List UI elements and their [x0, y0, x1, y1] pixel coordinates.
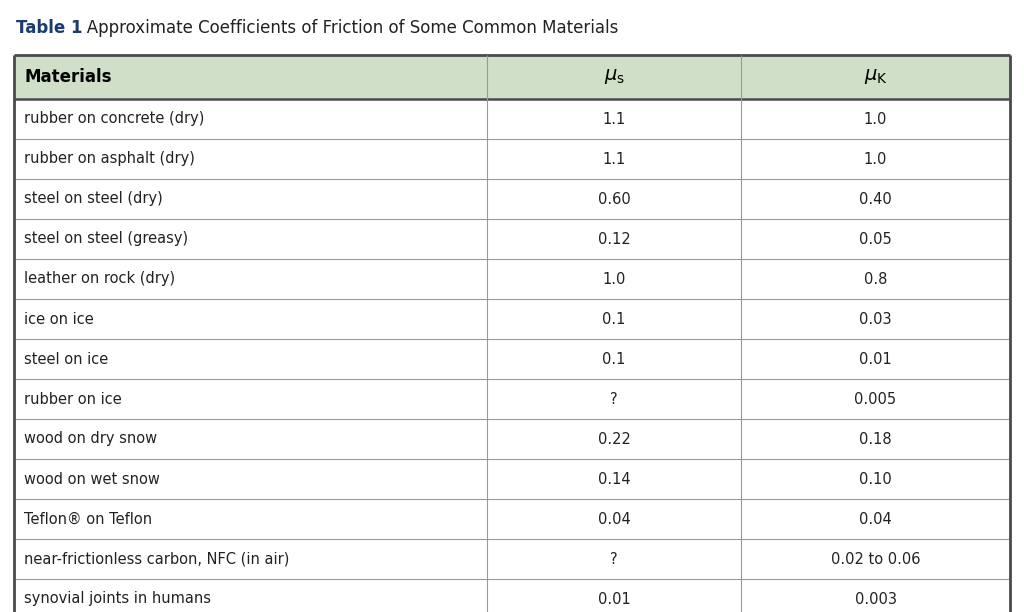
- Bar: [14, 579, 1010, 612]
- Text: synovial joints in humans: synovial joints in humans: [24, 592, 211, 606]
- Text: Teflon® on Teflon: Teflon® on Teflon: [24, 512, 153, 526]
- Bar: [14, 419, 1010, 459]
- Text: 0.40: 0.40: [859, 192, 892, 206]
- Bar: [14, 459, 1010, 499]
- Text: 1.1: 1.1: [602, 111, 626, 127]
- Text: Materials: Materials: [24, 68, 112, 86]
- Text: rubber on ice: rubber on ice: [24, 392, 122, 406]
- Text: 1.0: 1.0: [602, 272, 626, 286]
- Bar: [14, 259, 1010, 299]
- Text: 0.22: 0.22: [598, 431, 631, 447]
- Text: Approximate Coefficients of Friction of Some Common Materials: Approximate Coefficients of Friction of …: [71, 19, 618, 37]
- Bar: [14, 499, 1010, 539]
- Text: 0.60: 0.60: [598, 192, 631, 206]
- Text: 0.10: 0.10: [859, 471, 892, 487]
- Text: Table 1: Table 1: [16, 19, 83, 37]
- Text: near-frictionless carbon, NFC (in air): near-frictionless carbon, NFC (in air): [24, 551, 290, 567]
- Text: 0.04: 0.04: [598, 512, 631, 526]
- Bar: [14, 299, 1010, 339]
- Text: 0.01: 0.01: [859, 351, 892, 367]
- Text: 0.1: 0.1: [602, 312, 626, 326]
- Text: steel on steel (greasy): steel on steel (greasy): [24, 231, 188, 247]
- Bar: [14, 179, 1010, 219]
- Text: 0.003: 0.003: [855, 592, 897, 606]
- Text: 0.14: 0.14: [598, 471, 631, 487]
- Text: rubber on asphalt (dry): rubber on asphalt (dry): [24, 152, 195, 166]
- Bar: [14, 55, 1010, 99]
- Text: 0.005: 0.005: [854, 392, 897, 406]
- Text: 1.0: 1.0: [864, 111, 887, 127]
- Bar: [14, 139, 1010, 179]
- Text: leather on rock (dry): leather on rock (dry): [24, 272, 175, 286]
- Text: 1.0: 1.0: [864, 152, 887, 166]
- Text: $\mu_\mathrm{s}$: $\mu_\mathrm{s}$: [603, 67, 625, 86]
- Text: 0.02 to 0.06: 0.02 to 0.06: [830, 551, 921, 567]
- Bar: [14, 219, 1010, 259]
- Text: 0.04: 0.04: [859, 512, 892, 526]
- Bar: [14, 539, 1010, 579]
- Text: 0.18: 0.18: [859, 431, 892, 447]
- Text: steel on ice: steel on ice: [24, 351, 109, 367]
- Text: ?: ?: [610, 392, 617, 406]
- Text: $\mu_\mathrm{K}$: $\mu_\mathrm{K}$: [863, 67, 888, 86]
- Text: 0.05: 0.05: [859, 231, 892, 247]
- Text: ?: ?: [610, 551, 617, 567]
- Text: 0.03: 0.03: [859, 312, 892, 326]
- Bar: [14, 339, 1010, 379]
- Text: ice on ice: ice on ice: [24, 312, 94, 326]
- Bar: [14, 99, 1010, 139]
- Text: 0.01: 0.01: [598, 592, 631, 606]
- Text: rubber on concrete (dry): rubber on concrete (dry): [24, 111, 205, 127]
- Text: 1.1: 1.1: [602, 152, 626, 166]
- Text: 0.1: 0.1: [602, 351, 626, 367]
- Text: 0.8: 0.8: [864, 272, 887, 286]
- Bar: [14, 379, 1010, 419]
- Text: 0.12: 0.12: [598, 231, 631, 247]
- Text: wood on wet snow: wood on wet snow: [24, 471, 160, 487]
- Text: wood on dry snow: wood on dry snow: [24, 431, 157, 447]
- Text: steel on steel (dry): steel on steel (dry): [24, 192, 163, 206]
